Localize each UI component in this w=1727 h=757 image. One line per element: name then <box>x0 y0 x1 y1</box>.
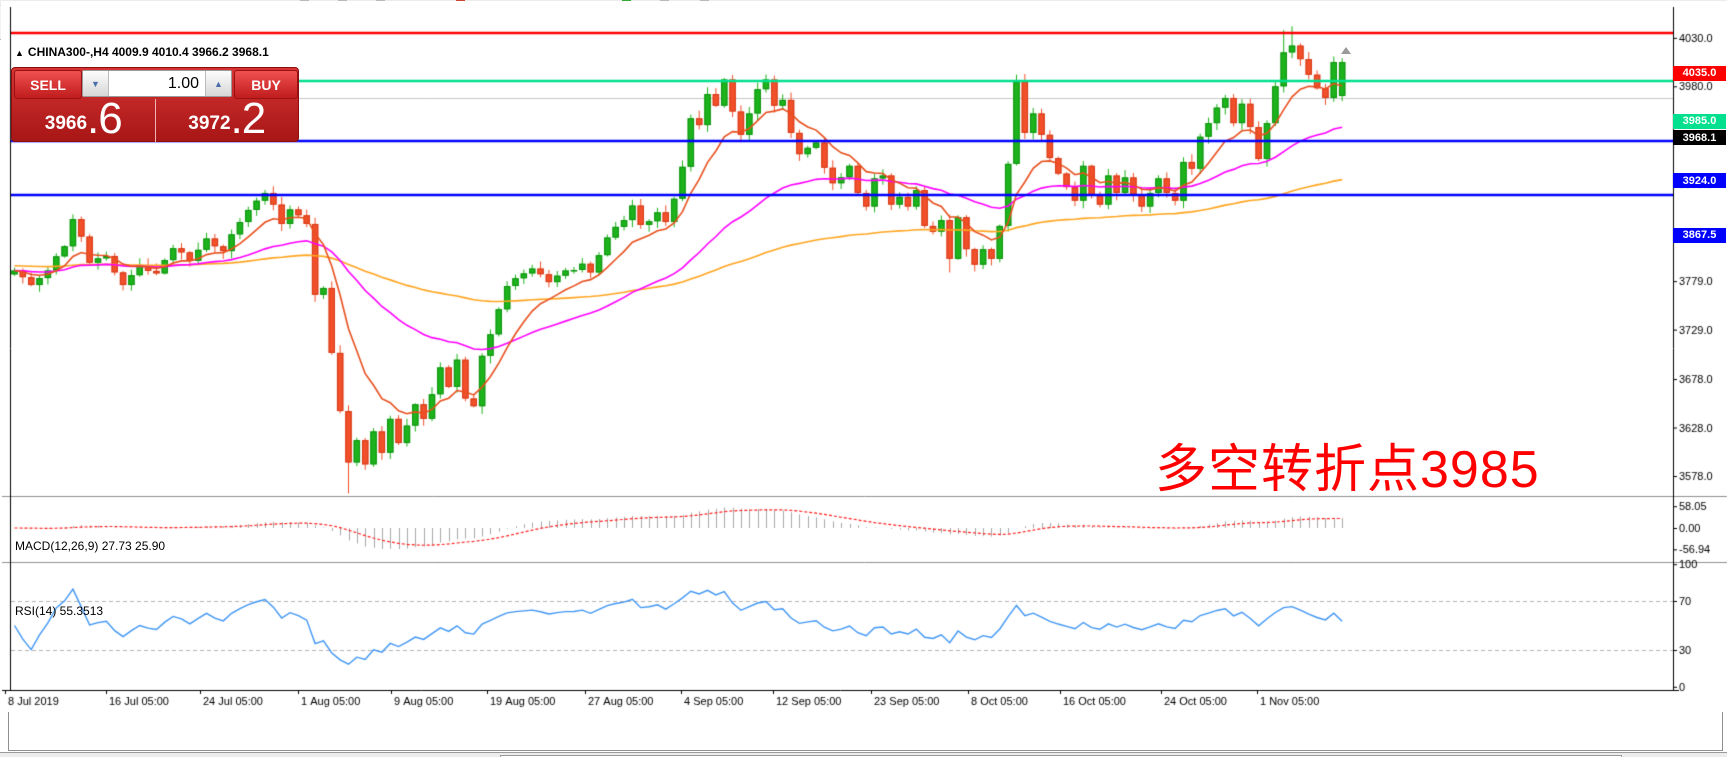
macd-pane-label: MACD(12,26,9) 27.73 25.90 <box>15 539 166 553</box>
price-level-label-3924-0: 3924.0 <box>1673 173 1726 189</box>
price-level-label-3985-0: 3985.0 <box>1673 113 1726 129</box>
buy-price-main: 3972 <box>188 113 231 134</box>
chart-title: ▲ CHINA300-,H4 4009.9 4010.4 3966.2 3968.… <box>15 45 269 59</box>
buy-price-button[interactable]: 3972.2 <box>156 94 299 143</box>
sell-button[interactable]: SELL <box>14 70 82 99</box>
volume-spinner: ▼ 1.00 ▲ <box>82 70 232 97</box>
buy-price-decimal: .2 <box>230 94 267 143</box>
cropped-status-field <box>500 755 1622 757</box>
chevron-up-icon: ▲ <box>214 78 223 89</box>
cropped-lower-window <box>0 752 1727 757</box>
price-level-label-4035-0: 4035.0 <box>1673 65 1726 81</box>
sell-price-decimal: .6 <box>87 94 123 143</box>
volume-increase-button[interactable]: ▲ <box>205 71 231 96</box>
chart-text-annotation: 多空转折点3985 <box>1155 441 1540 499</box>
chevron-down-icon: ▼ <box>91 78 100 89</box>
buy-button[interactable]: BUY <box>234 70 298 99</box>
one-click-trading-panel: SELL ▼ 1.00 ▲ BUY 3966.6 3972.2 <box>11 67 299 142</box>
sell-price-main: 3966 <box>44 113 88 134</box>
one-click-top-row: SELL ▼ 1.00 ▲ BUY <box>12 68 298 99</box>
one-click-price-row: 3966.6 3972.2 <box>12 94 299 143</box>
volume-input[interactable]: 1.00 <box>109 71 205 96</box>
sell-price-button[interactable]: 3966.6 <box>12 94 156 143</box>
collapse-triangle-icon: ▲ <box>15 48 24 58</box>
price-level-label-current: 3968.1 <box>1673 130 1726 146</box>
chart-shift-marker-icon[interactable] <box>1341 47 1351 54</box>
volume-decrease-button[interactable]: ▼ <box>83 71 109 96</box>
price-level-label-3867-5: 3867.5 <box>1673 227 1726 243</box>
rsi-pane-label: RSI(14) 55.3513 <box>15 604 104 618</box>
